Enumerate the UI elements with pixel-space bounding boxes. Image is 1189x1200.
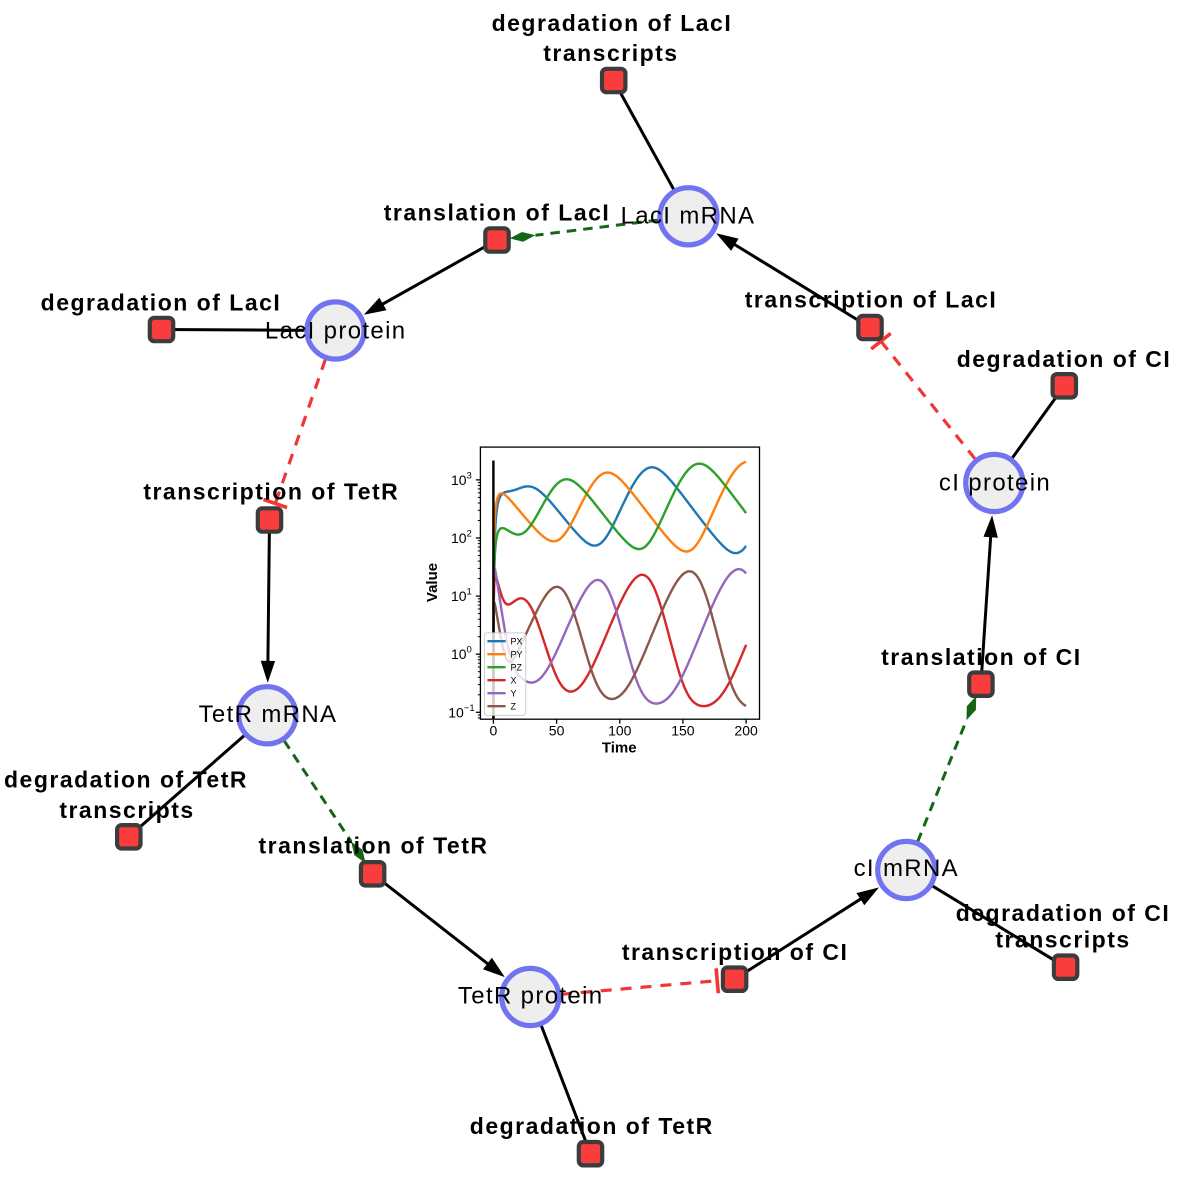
svg-text:0: 0 — [490, 723, 498, 739]
svg-text:transcripts: transcripts — [543, 40, 678, 66]
svg-text:transcription of TetR: transcription of TetR — [143, 479, 399, 505]
svg-text:Z: Z — [511, 702, 517, 712]
svg-text:10−1: 10−1 — [448, 703, 474, 721]
svg-text:transcription of LacI: transcription of LacI — [745, 286, 998, 312]
svg-text:cI protein: cI protein — [939, 469, 1051, 496]
svg-text:degradation of CI: degradation of CI — [957, 346, 1172, 372]
svg-text:translation of CI: translation of CI — [881, 644, 1082, 670]
svg-text:PX: PX — [511, 637, 523, 647]
svg-text:102: 102 — [451, 529, 472, 547]
svg-text:TetR mRNA: TetR mRNA — [199, 701, 338, 728]
svg-text:101: 101 — [451, 587, 472, 605]
svg-text:degradation of LacI: degradation of LacI — [492, 10, 733, 36]
svg-text:transcripts: transcripts — [995, 926, 1130, 952]
svg-text:PY: PY — [511, 650, 523, 660]
svg-text:100: 100 — [451, 645, 472, 663]
svg-text:LacI protein: LacI protein — [265, 318, 407, 345]
svg-text:degradation of TetR: degradation of TetR — [470, 1113, 714, 1139]
svg-text:degradation of TetR: degradation of TetR — [4, 766, 248, 792]
svg-text:transcripts: transcripts — [59, 797, 194, 823]
svg-text:TetR protein: TetR protein — [458, 982, 604, 1009]
svg-text:Y: Y — [511, 689, 517, 699]
svg-text:Value: Value — [424, 563, 441, 602]
svg-text:X: X — [511, 676, 517, 686]
svg-text:LacI mRNA: LacI mRNA — [621, 202, 756, 229]
svg-text:100: 100 — [608, 723, 632, 739]
svg-text:translation of TetR: translation of TetR — [259, 833, 489, 859]
svg-text:Time: Time — [602, 740, 637, 757]
svg-text:103: 103 — [451, 470, 472, 488]
svg-text:degradation of CI: degradation of CI — [956, 900, 1171, 926]
svg-text:150: 150 — [671, 723, 695, 739]
svg-text:cI mRNA: cI mRNA — [854, 855, 959, 882]
svg-text:200: 200 — [734, 723, 758, 739]
svg-text:translation of LacI: translation of LacI — [384, 200, 611, 226]
svg-text:PZ: PZ — [511, 663, 523, 673]
svg-text:transcription of CI: transcription of CI — [622, 939, 849, 965]
svg-text:degradation of LacI: degradation of LacI — [41, 290, 282, 316]
svg-text:50: 50 — [549, 723, 565, 739]
